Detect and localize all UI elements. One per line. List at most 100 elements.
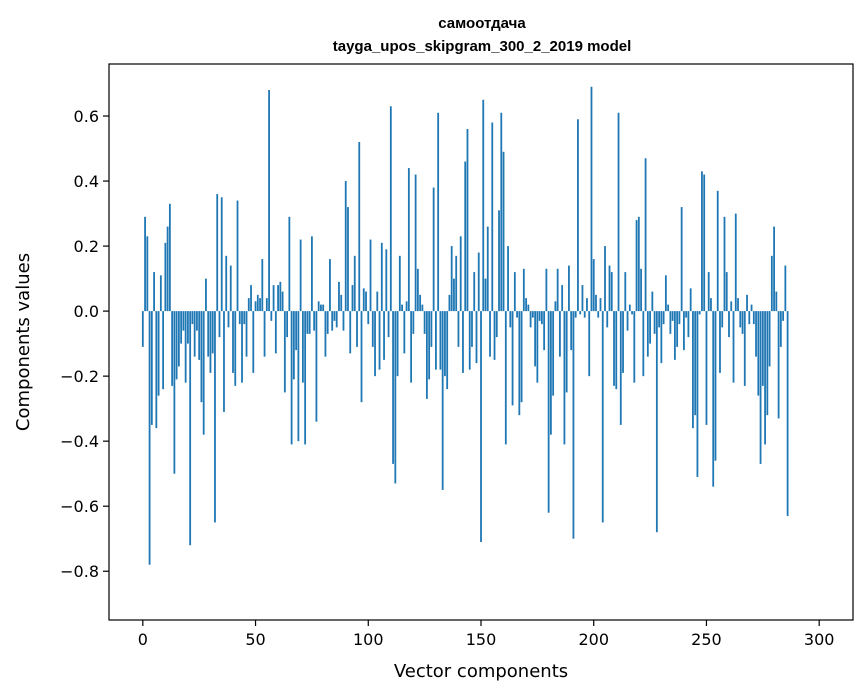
bar [423,311,426,334]
bar [545,268,548,312]
bar [320,304,322,312]
bar [441,311,444,490]
bar [374,311,376,377]
bar [707,272,710,312]
bar [658,311,661,328]
bar [592,259,595,312]
bar [617,112,620,312]
bar [597,311,600,318]
bar [304,311,307,445]
bar [683,311,685,351]
bar [202,311,205,435]
bar [631,311,633,315]
bar [552,311,555,396]
x-tick-label: 100 [353,630,384,649]
bar [229,265,232,312]
bar [182,311,185,331]
bar [761,311,764,386]
bar [725,272,728,312]
bar [540,311,543,325]
bar [150,311,153,425]
bar [480,311,482,542]
bar [507,246,509,312]
bar [331,311,334,331]
bar [450,246,453,312]
bar [211,311,214,354]
bar [256,294,259,312]
bar [628,304,631,312]
bar [166,226,169,312]
bar [554,301,557,312]
bar [626,311,629,331]
x-tick-label: 200 [578,630,609,649]
bar [315,311,318,422]
bar [520,311,523,403]
bar [164,242,167,312]
bar [464,161,467,312]
bar [155,311,158,429]
bar [146,236,149,312]
bar [250,285,252,312]
bar [716,190,719,312]
bar [484,278,487,312]
bar [696,311,699,477]
bar [446,311,449,390]
bar [272,285,275,312]
bar [360,311,363,403]
bar [473,272,476,312]
bar [773,226,775,312]
bar [777,311,780,419]
bar [495,311,498,338]
bar [586,298,588,312]
bar [270,311,273,321]
bar [353,255,356,312]
bar [144,216,146,312]
bar [493,311,496,360]
bar [259,298,261,312]
bar [516,311,518,318]
bar [752,311,755,325]
x-tick-label: 50 [245,630,265,649]
bar [358,142,361,312]
bar [755,311,757,357]
bar [595,294,597,312]
bar [322,304,325,312]
bar [444,311,446,377]
x-tick-label: 0 [138,630,148,649]
bar [534,311,537,367]
bar [380,242,383,312]
bar [401,304,403,312]
bar [430,311,433,347]
bar [750,304,753,312]
bar [342,311,345,331]
bar [141,311,144,347]
bar [522,268,525,312]
bar [784,265,787,312]
bar [335,311,338,328]
bar [299,239,302,312]
bar [710,298,712,312]
bar [306,311,309,334]
bar [288,216,291,312]
bar [574,311,577,318]
bar [565,311,568,393]
bar [435,311,437,370]
bar [369,239,372,312]
bar [660,311,663,364]
bar [414,174,417,312]
chart-title-line1: самоотдача [438,15,526,32]
bar [205,278,207,312]
bar [637,216,640,312]
bar [559,311,561,357]
bar [572,311,575,539]
bar [529,311,532,328]
bar [268,90,270,312]
bar [225,255,228,312]
bar [489,311,491,357]
bar [218,311,221,338]
x-tick-label: 300 [804,630,835,649]
bar [162,311,165,390]
bar [543,311,546,351]
bar [349,311,352,354]
bar [482,99,485,312]
